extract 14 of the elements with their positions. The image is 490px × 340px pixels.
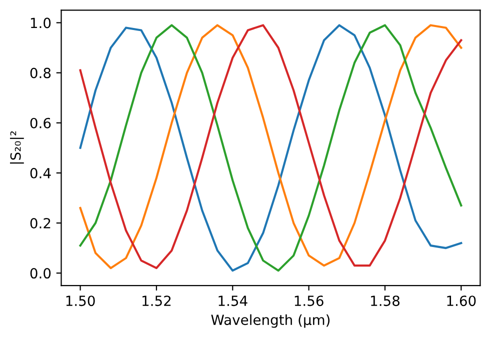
y-tick-label: 0.8 — [30, 68, 51, 78]
x-tick-label: 1.60 — [447, 296, 476, 306]
x-axis-title: Wavelength (µm) — [211, 314, 330, 328]
y-tick-label: 0.0 — [30, 268, 51, 279]
x-tick-label: 1.58 — [371, 296, 400, 306]
y-tick-label: 0.4 — [30, 168, 51, 178]
x-tick-label: 1.54 — [218, 296, 248, 306]
y-tick-label: 0.6 — [30, 118, 51, 128]
x-tick-label: 1.52 — [142, 296, 171, 306]
y-tick-label: 0.2 — [30, 218, 50, 228]
y-tick-label: 1.0 — [30, 18, 51, 28]
y-axis-title: |S₂₀|² — [10, 131, 24, 164]
x-tick-label: 1.50 — [66, 296, 95, 306]
x-tick-label: 1.56 — [294, 296, 324, 306]
